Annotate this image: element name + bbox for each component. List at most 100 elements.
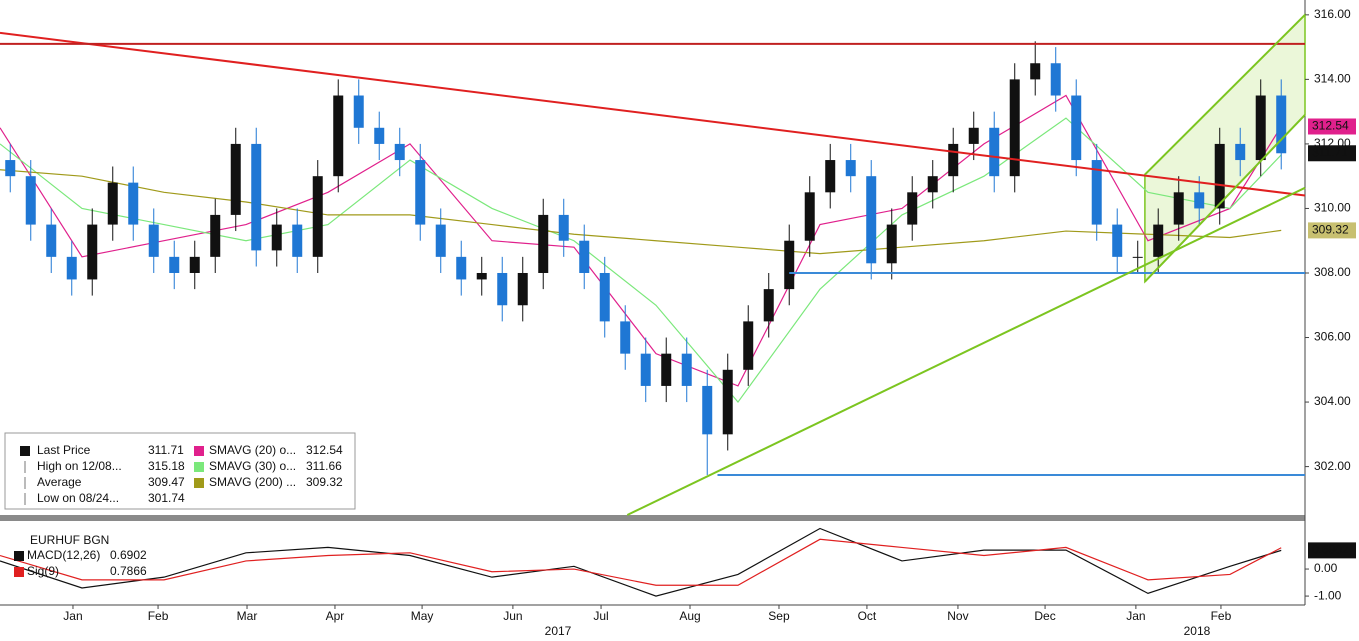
y-tick-label: 306.00: [1314, 330, 1351, 344]
candle-body: [169, 256, 180, 273]
year-label: 2018: [1184, 624, 1211, 638]
candle-body: [866, 176, 877, 264]
value-tag-label: 309.32: [1312, 223, 1349, 237]
candle-body: [681, 353, 692, 386]
x-tick-label: May: [411, 609, 434, 623]
candle-body: [271, 224, 282, 251]
candle-body: [558, 214, 569, 241]
y-tick-label: 316.00: [1314, 7, 1351, 21]
x-tick-label: Aug: [679, 609, 700, 623]
candle-body: [825, 160, 836, 193]
candle-body: [148, 224, 159, 257]
candle-body: [968, 127, 979, 144]
candle-body: [784, 240, 795, 290]
candle-body: [1050, 63, 1061, 96]
legend-value: 311.71: [148, 443, 184, 457]
y-tick-label: 304.00: [1314, 394, 1351, 408]
candle-body: [517, 272, 528, 306]
legend-label: SMAVG (200) ...: [209, 475, 296, 489]
legend-value: 301.74: [148, 491, 185, 505]
trendline: [1144, 14, 1306, 176]
x-tick-label: Mar: [237, 609, 258, 623]
legend-swatch: [194, 478, 204, 488]
candle-body: [763, 289, 774, 322]
legend-swatch: [194, 462, 204, 472]
value-tag: [1308, 222, 1356, 239]
candle-body: [989, 127, 1000, 177]
value-tag: [1308, 542, 1356, 559]
candle-body: [1112, 224, 1123, 257]
x-tick-label: Feb: [148, 609, 169, 623]
value-tag-label: 0.6902: [1312, 543, 1349, 557]
candle-body: [374, 127, 385, 144]
candle-body: [702, 385, 713, 435]
candle-body: [1153, 224, 1164, 257]
legend-swatch: [14, 567, 24, 577]
value-tag: [1308, 145, 1356, 162]
candle-body: [743, 321, 754, 370]
legend-label: Low on 08/24...: [37, 491, 119, 505]
legend-label: High on 12/08...: [37, 459, 122, 473]
value-tag-label: 311.71: [1312, 145, 1348, 159]
x-tick-label: Jul: [593, 609, 608, 623]
candle-body: [107, 182, 118, 225]
legend-value: 315.18: [148, 459, 185, 473]
candle-body: [907, 192, 918, 225]
legend-value: 0.6902: [110, 548, 147, 562]
legend-value: 309.47: [148, 475, 185, 489]
legend-swatch: [194, 446, 204, 456]
y-tick-label: 314.00: [1314, 72, 1351, 86]
candle-body: [415, 160, 426, 225]
series-line: [0, 538, 1282, 586]
x-tick-label: Dec: [1034, 609, 1055, 623]
candle-body: [312, 176, 323, 257]
candle-body: [804, 192, 815, 241]
candle-body: [948, 143, 959, 177]
candle-body: [1235, 143, 1246, 161]
candle-body: [333, 95, 344, 177]
candle-body: [1194, 192, 1205, 209]
candle-body: [46, 224, 57, 257]
legend-swatch: [20, 446, 30, 456]
candle-body: [599, 272, 610, 322]
candle-body: [87, 224, 98, 280]
series-line: [0, 527, 1282, 597]
candle-body: [927, 176, 938, 193]
x-tick-label: Jan: [63, 609, 82, 623]
candle-body: [66, 256, 77, 280]
x-tick-label: Oct: [858, 609, 877, 623]
x-tick-label: Sep: [768, 609, 790, 623]
value-tag: [1308, 118, 1356, 135]
panel-title: EURHUF BGN: [30, 533, 109, 547]
candle-body: [1276, 95, 1287, 154]
candle-body: [230, 143, 241, 215]
candle-body: [640, 353, 651, 386]
candle-body: [435, 224, 446, 257]
x-tick-label: Nov: [947, 609, 968, 623]
trendline: [0, 31, 1306, 197]
x-tick-label: Apr: [326, 609, 345, 623]
candle-body: [497, 272, 508, 306]
trendline: [626, 186, 1306, 516]
candle-body: [456, 256, 467, 280]
candle-body: [189, 256, 200, 273]
candle-body: [25, 176, 36, 225]
series-line: [0, 169, 1282, 255]
trendline: [1144, 114, 1306, 283]
y-tick-label: 310.00: [1314, 201, 1351, 215]
candle-body: [353, 95, 364, 128]
candle-body: [1214, 143, 1225, 209]
legend-label: Average: [37, 475, 82, 489]
y-tick-label: 308.00: [1314, 265, 1351, 279]
x-tick-label: Jun: [503, 609, 522, 623]
legend-box: [4, 432, 356, 510]
y-tick-label: 0.00: [1314, 561, 1338, 575]
candle-body: [1030, 63, 1041, 80]
candle-body: [128, 182, 139, 225]
candle-body: [886, 224, 897, 264]
candle-body: [722, 369, 733, 435]
legend-label: Sig(9): [27, 564, 59, 578]
candle-body: [1091, 160, 1102, 225]
